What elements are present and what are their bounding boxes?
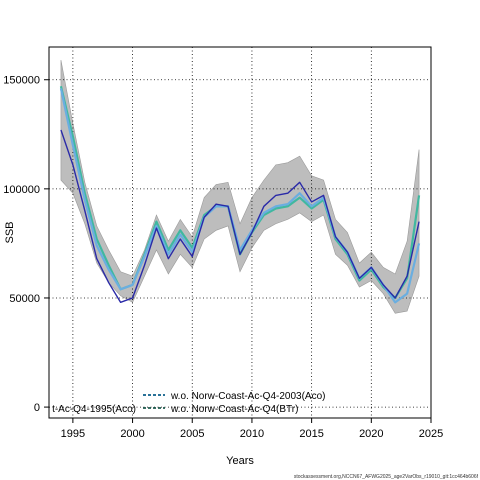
x-tick-label: 2010	[240, 428, 264, 440]
x-tick-label: 2020	[359, 428, 383, 440]
series-line-0	[60, 129, 420, 304]
legend-label-0: t-Ac-Q4-1995(Aco)	[52, 404, 136, 415]
x-axis-title: Years	[226, 455, 254, 467]
y-tick-label: 150000	[3, 75, 40, 87]
x-tick-label: 2015	[299, 428, 323, 440]
y-tick-label: 0	[34, 402, 40, 414]
x-tick-label: 2005	[180, 428, 204, 440]
x-tick-label: 2000	[120, 428, 144, 440]
x-tick-label: 1995	[61, 428, 85, 440]
footer-text: stockassessment.org,NCCN67_AFWG2025_age2…	[294, 474, 479, 480]
y-tick-label: 50000	[9, 293, 40, 305]
legend-label-2: w.o. Norw-Coast-Ac-Q4(BTr)	[170, 404, 298, 415]
legend-label-1: w.o. Norw-Coast-Ac-Q4-2003(Aco)	[170, 391, 326, 402]
x-tick-label: 2025	[419, 428, 443, 440]
plot-frame	[48, 46, 432, 419]
y-axis-title: SSB	[4, 221, 16, 243]
y-tick-label: 100000	[3, 184, 40, 196]
confidence-band	[60, 60, 420, 314]
